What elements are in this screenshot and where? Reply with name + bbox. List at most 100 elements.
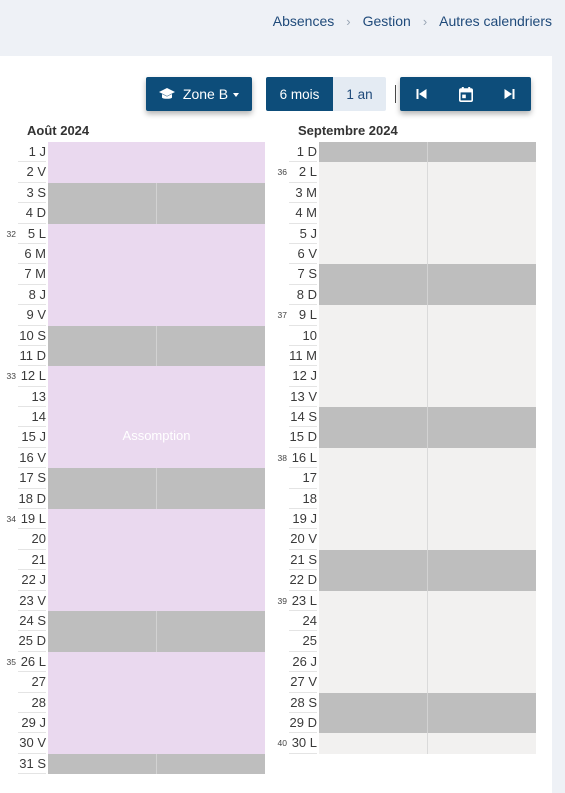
morning-slot[interactable] bbox=[48, 427, 157, 448]
morning-slot[interactable] bbox=[48, 345, 157, 367]
morning-slot[interactable] bbox=[48, 447, 157, 469]
morning-slot[interactable] bbox=[319, 142, 428, 163]
morning-slot[interactable] bbox=[48, 386, 157, 408]
period-1-year[interactable]: 1 an bbox=[333, 77, 386, 111]
afternoon-slot[interactable] bbox=[428, 162, 536, 183]
afternoon-slot[interactable] bbox=[157, 182, 265, 204]
morning-slot[interactable] bbox=[319, 427, 428, 448]
morning-slot[interactable] bbox=[48, 162, 157, 183]
morning-slot[interactable] bbox=[319, 203, 428, 224]
morning-slot[interactable] bbox=[48, 610, 157, 632]
morning-slot[interactable] bbox=[319, 284, 428, 306]
afternoon-slot[interactable] bbox=[428, 529, 536, 550]
afternoon-slot[interactable] bbox=[157, 203, 265, 224]
afternoon-slot[interactable] bbox=[428, 305, 536, 326]
afternoon-slot[interactable] bbox=[428, 590, 536, 611]
afternoon-slot[interactable] bbox=[157, 386, 265, 408]
morning-slot[interactable] bbox=[319, 468, 428, 489]
afternoon-slot[interactable] bbox=[428, 427, 536, 448]
afternoon-slot[interactable] bbox=[428, 733, 536, 754]
afternoon-slot[interactable] bbox=[428, 570, 536, 591]
morning-slot[interactable] bbox=[319, 549, 428, 571]
afternoon-slot[interactable] bbox=[157, 345, 265, 367]
morning-slot[interactable] bbox=[319, 182, 428, 204]
morning-slot[interactable] bbox=[319, 366, 428, 387]
morning-slot[interactable] bbox=[48, 325, 157, 346]
afternoon-slot[interactable] bbox=[157, 447, 265, 469]
morning-slot[interactable] bbox=[48, 366, 157, 387]
afternoon-slot[interactable] bbox=[428, 325, 536, 346]
afternoon-slot[interactable] bbox=[428, 447, 536, 469]
morning-slot[interactable] bbox=[48, 712, 157, 734]
morning-slot[interactable] bbox=[48, 570, 157, 591]
morning-slot[interactable] bbox=[48, 305, 157, 326]
morning-slot[interactable] bbox=[319, 733, 428, 754]
breadcrumb-autres-calendriers[interactable]: Autres calendriers bbox=[439, 13, 552, 29]
afternoon-slot[interactable] bbox=[157, 549, 265, 571]
afternoon-slot[interactable] bbox=[428, 407, 536, 428]
morning-slot[interactable] bbox=[48, 182, 157, 204]
morning-slot[interactable] bbox=[319, 447, 428, 469]
afternoon-slot[interactable] bbox=[157, 651, 265, 673]
afternoon-slot[interactable] bbox=[428, 366, 536, 387]
afternoon-slot[interactable] bbox=[157, 529, 265, 550]
afternoon-slot[interactable] bbox=[157, 223, 265, 244]
morning-slot[interactable] bbox=[48, 142, 157, 163]
morning-slot[interactable] bbox=[48, 407, 157, 428]
afternoon-slot[interactable] bbox=[428, 488, 536, 510]
afternoon-slot[interactable] bbox=[428, 631, 536, 652]
afternoon-slot[interactable] bbox=[157, 509, 265, 530]
afternoon-slot[interactable] bbox=[157, 284, 265, 306]
afternoon-slot[interactable] bbox=[157, 733, 265, 754]
morning-slot[interactable] bbox=[319, 610, 428, 632]
morning-slot[interactable] bbox=[319, 529, 428, 550]
morning-slot[interactable] bbox=[319, 325, 428, 346]
afternoon-slot[interactable] bbox=[428, 264, 536, 285]
afternoon-slot[interactable] bbox=[428, 712, 536, 734]
afternoon-slot[interactable] bbox=[157, 305, 265, 326]
afternoon-slot[interactable] bbox=[157, 610, 265, 632]
morning-slot[interactable] bbox=[319, 631, 428, 652]
morning-slot[interactable] bbox=[48, 264, 157, 285]
morning-slot[interactable] bbox=[48, 509, 157, 530]
afternoon-slot[interactable] bbox=[157, 427, 265, 448]
afternoon-slot[interactable] bbox=[157, 692, 265, 713]
morning-slot[interactable] bbox=[319, 386, 428, 408]
morning-slot[interactable] bbox=[48, 651, 157, 673]
afternoon-slot[interactable] bbox=[157, 407, 265, 428]
morning-slot[interactable] bbox=[319, 223, 428, 244]
afternoon-slot[interactable] bbox=[428, 182, 536, 204]
previous-period-button[interactable] bbox=[400, 77, 444, 111]
afternoon-slot[interactable] bbox=[428, 386, 536, 408]
morning-slot[interactable] bbox=[319, 651, 428, 673]
breadcrumb-gestion[interactable]: Gestion bbox=[362, 13, 411, 29]
afternoon-slot[interactable] bbox=[428, 692, 536, 713]
morning-slot[interactable] bbox=[48, 223, 157, 244]
afternoon-slot[interactable] bbox=[157, 264, 265, 285]
morning-slot[interactable] bbox=[319, 243, 428, 265]
afternoon-slot[interactable] bbox=[428, 509, 536, 530]
morning-slot[interactable] bbox=[319, 712, 428, 734]
morning-slot[interactable] bbox=[319, 305, 428, 326]
morning-slot[interactable] bbox=[319, 162, 428, 183]
afternoon-slot[interactable] bbox=[428, 468, 536, 489]
afternoon-slot[interactable] bbox=[157, 672, 265, 693]
morning-slot[interactable] bbox=[319, 345, 428, 367]
morning-slot[interactable] bbox=[48, 631, 157, 652]
zone-dropdown-button[interactable]: Zone B bbox=[146, 77, 252, 111]
afternoon-slot[interactable] bbox=[157, 631, 265, 652]
afternoon-slot[interactable] bbox=[428, 345, 536, 367]
afternoon-slot[interactable] bbox=[157, 488, 265, 510]
morning-slot[interactable] bbox=[48, 590, 157, 611]
morning-slot[interactable] bbox=[319, 488, 428, 510]
afternoon-slot[interactable] bbox=[157, 243, 265, 265]
afternoon-slot[interactable] bbox=[157, 162, 265, 183]
afternoon-slot[interactable] bbox=[157, 325, 265, 346]
morning-slot[interactable] bbox=[319, 407, 428, 428]
today-button[interactable] bbox=[444, 77, 488, 111]
afternoon-slot[interactable] bbox=[428, 672, 536, 693]
afternoon-slot[interactable] bbox=[157, 468, 265, 489]
afternoon-slot[interactable] bbox=[428, 610, 536, 632]
morning-slot[interactable] bbox=[319, 509, 428, 530]
morning-slot[interactable] bbox=[48, 203, 157, 224]
